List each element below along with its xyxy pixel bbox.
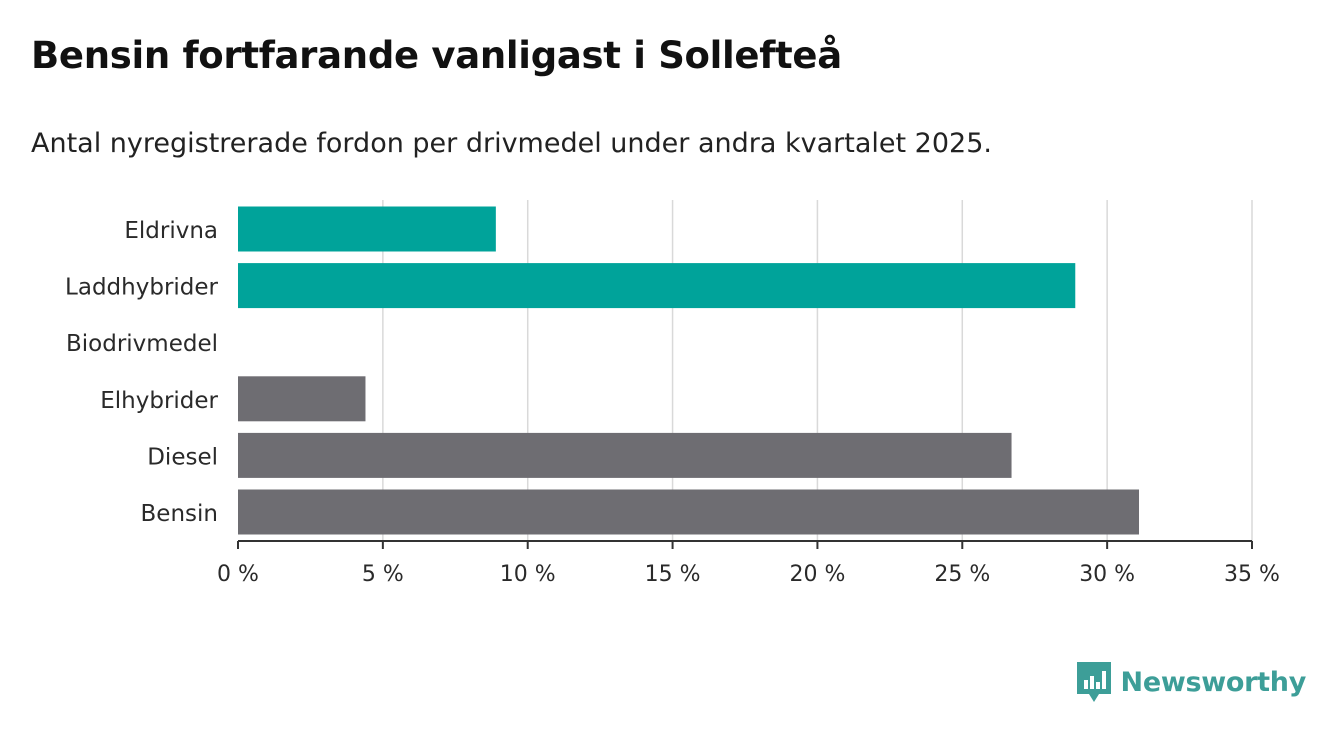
newsworthy-logo: Newsworthy xyxy=(1076,662,1307,702)
x-tick-label: 35 % xyxy=(1224,562,1280,587)
category-label: Bensin xyxy=(141,501,218,527)
x-tick-label: 10 % xyxy=(500,562,556,587)
bar-eldrivna xyxy=(238,206,496,252)
category-label: Elhybrider xyxy=(100,388,218,414)
bar-laddhybrider xyxy=(238,263,1076,309)
x-tick-label: 15 % xyxy=(645,562,701,587)
bar-diesel xyxy=(238,432,1012,478)
x-tick-label: 25 % xyxy=(934,562,990,587)
x-tick-label: 30 % xyxy=(1079,562,1135,587)
bar-elhybrider xyxy=(238,376,366,422)
chart-subtitle: Antal nyregistrerade fordon per drivmede… xyxy=(31,128,992,159)
category-label: Laddhybrider xyxy=(65,275,218,301)
bar-bensin xyxy=(238,489,1140,535)
bar-chart-logo-icon xyxy=(1076,662,1111,702)
brand-name: Newsworthy xyxy=(1120,666,1307,698)
x-tick-label: 0 % xyxy=(217,562,259,587)
x-tick-label: 5 % xyxy=(362,562,404,587)
category-label: Eldrivna xyxy=(124,218,218,244)
chart-title: Bensin fortfarande vanligast i Sollefteå xyxy=(31,34,842,77)
category-label: Biodrivmedel xyxy=(66,331,218,357)
x-tick-label: 20 % xyxy=(789,562,845,587)
category-label: Diesel xyxy=(147,444,218,470)
